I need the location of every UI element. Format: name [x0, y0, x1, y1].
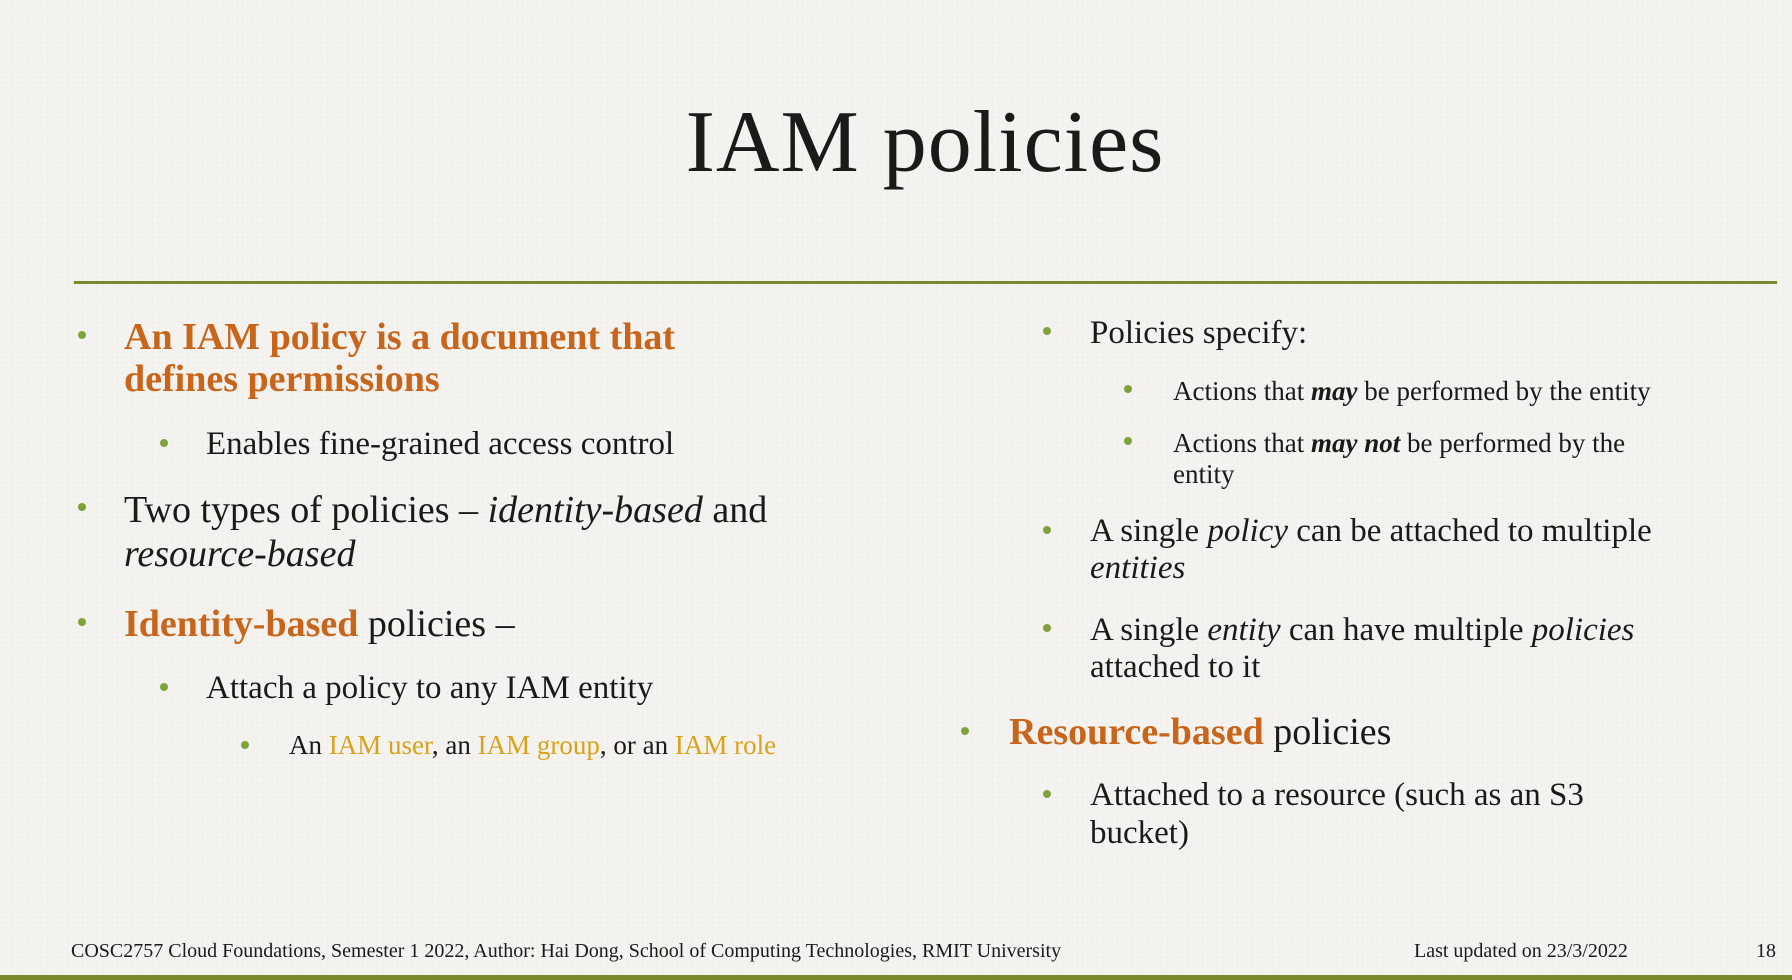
- bullet-icon: [160, 439, 168, 447]
- left-bullet-3: Identity-based policies –: [124, 603, 515, 645]
- right-sub-2-line2: entity: [1173, 459, 1235, 489]
- bullet-icon: [961, 727, 969, 735]
- iam-user-text: IAM user: [328, 730, 432, 760]
- entity-italic: entity: [1207, 612, 1281, 648]
- left-bullet-2-line1: Two types of policies – identity-based a…: [124, 489, 767, 531]
- bullet-icon: [1043, 526, 1051, 534]
- text-or-an: , or an: [599, 730, 675, 760]
- right-bullet-2-line2: entities: [1090, 549, 1185, 587]
- left-bullet-2-text: Two types of policies –: [124, 489, 488, 531]
- text-performed: be performed by the entity: [1357, 376, 1651, 406]
- text-an2: , an: [431, 730, 478, 760]
- text-an: An: [289, 730, 329, 760]
- bullet-icon: [241, 741, 249, 749]
- left-bullet-1-line2: defines permissions: [124, 358, 440, 400]
- left-sub-bullet-3: Attach a policy to any IAM entity: [206, 670, 654, 706]
- iam-role-text: IAM role: [674, 730, 777, 760]
- right-sub-2-line1: Actions that may not be performed by the: [1173, 427, 1625, 459]
- right-bullet-3-line2: attached to it: [1090, 649, 1261, 685]
- bullet-icon: [1124, 437, 1132, 445]
- footer-last-updated: Last updated on 23/3/2022: [1414, 940, 1628, 962]
- bullet-icon: [1124, 385, 1132, 393]
- text-a-single-2: A single: [1090, 612, 1208, 648]
- left-subsub-bullet: An IAM user, an IAM group, or an IAM rol…: [289, 729, 776, 761]
- right-bullet-4: Resource-based policies: [1009, 711, 1391, 753]
- left-bullet-2-resource: resource-based: [124, 533, 356, 575]
- left-bullet-2-identity: identity-based: [487, 489, 703, 531]
- text-a-single: A single: [1090, 513, 1208, 549]
- identity-based-highlight: Identity-based: [124, 603, 359, 645]
- right-bullet-2-line1: A single policy can be attached to multi…: [1090, 512, 1652, 550]
- left-bullet-2-line2: resource-based: [124, 533, 355, 575]
- right-bullet-4-rest: policies: [1263, 711, 1392, 753]
- left-bullet-1-line1: An IAM policy is a document that: [124, 316, 676, 358]
- bullet-icon: [1043, 327, 1051, 335]
- bullet-icon: [1043, 624, 1051, 632]
- right-sub-4-line2: bucket): [1090, 815, 1189, 851]
- resource-based-highlight: Resource-based: [1009, 711, 1264, 753]
- bottom-border: [0, 975, 1792, 980]
- right-bullet-3-line1: A single entity can have multiple polici…: [1090, 611, 1634, 649]
- title-divider: [74, 281, 1777, 284]
- bullet-icon: [78, 503, 86, 511]
- bullet-icon: [1043, 790, 1051, 798]
- slide-title: IAM policies: [685, 94, 1165, 191]
- iam-group-text: IAM group: [477, 730, 600, 760]
- text-actions-that-2: Actions that: [1173, 428, 1311, 458]
- text-performed-2: be performed by the: [1400, 428, 1626, 458]
- right-sub-4-line1: Attached to a resource (such as an S3: [1090, 777, 1584, 813]
- policy-italic: policy: [1207, 513, 1288, 549]
- left-bullet-2-and: and: [702, 489, 768, 531]
- policies-italic: policies: [1531, 612, 1635, 648]
- text-can-be-attached: can be attached to multiple: [1287, 513, 1652, 549]
- right-sub-1: Actions that may be performed by the ent…: [1173, 375, 1651, 407]
- may-not-emphasis: may not: [1310, 428, 1401, 458]
- bullet-icon: [78, 618, 86, 626]
- footer-page-number: 18: [1756, 940, 1776, 962]
- bullet-icon: [78, 331, 86, 339]
- bullet-icon: [160, 683, 168, 691]
- footer-course-info: COSC2757 Cloud Foundations, Semester 1 2…: [71, 940, 1062, 962]
- left-bullet-3-rest: policies –: [358, 603, 515, 645]
- text-can-have: can have multiple: [1280, 612, 1532, 648]
- left-sub-bullet-1: Enables fine-grained access control: [206, 426, 675, 462]
- may-emphasis: may: [1310, 376, 1358, 406]
- entities-italic: entities: [1090, 550, 1186, 586]
- text-actions-that: Actions that: [1173, 376, 1311, 406]
- right-bullet-1: Policies specify:: [1090, 315, 1308, 351]
